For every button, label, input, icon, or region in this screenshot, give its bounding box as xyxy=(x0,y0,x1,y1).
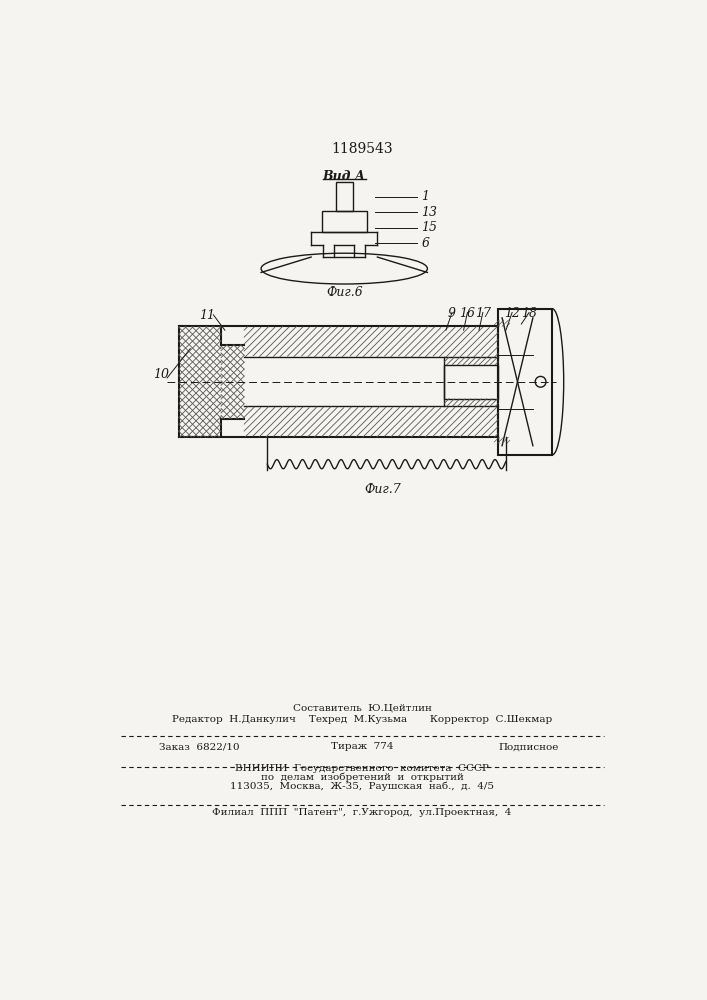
Text: 1: 1 xyxy=(421,190,429,204)
Text: 9: 9 xyxy=(448,307,456,320)
Text: Тираж  774: Тираж 774 xyxy=(331,742,393,751)
Text: Составитель  Ю.Цейтлин: Составитель Ю.Цейтлин xyxy=(293,704,431,713)
Text: 6: 6 xyxy=(421,237,429,250)
Text: 17: 17 xyxy=(475,307,491,320)
Text: 12: 12 xyxy=(504,307,520,320)
Text: по  делам  изобретений  и  открытий: по делам изобретений и открытий xyxy=(260,773,463,782)
Text: 15: 15 xyxy=(421,221,437,234)
Text: 1189543: 1189543 xyxy=(331,142,393,156)
Text: 113035,  Москва,  Ж-35,  Раушская  наб.,  д.  4/5: 113035, Москва, Ж-35, Раушская наб., д. … xyxy=(230,782,494,791)
Text: 16: 16 xyxy=(460,307,475,320)
Bar xyxy=(336,182,353,211)
Bar xyxy=(322,211,366,232)
Bar xyxy=(444,365,498,399)
Text: 13: 13 xyxy=(421,206,437,219)
Text: Подписное: Подписное xyxy=(499,742,559,751)
Text: 11: 11 xyxy=(199,309,215,322)
Text: Фиг.7: Фиг.7 xyxy=(364,483,401,496)
Text: Заказ  6822/10: Заказ 6822/10 xyxy=(160,742,240,751)
Text: 10: 10 xyxy=(153,368,169,381)
Text: Фиг.6: Фиг.6 xyxy=(326,286,363,299)
Bar xyxy=(498,309,552,455)
Text: ВНИИПИ  Государственного  комитета  СССР: ВНИИПИ Государственного комитета СССР xyxy=(235,764,489,773)
Text: Филиал  ППП  "Патент",  г.Ужгород,  ул.Проектная,  4: Филиал ППП "Патент", г.Ужгород, ул.Проек… xyxy=(212,808,512,817)
Text: Редактор  Н.Данкулич    Техред  М.Кузьма       Корректор  С.Шекмар: Редактор Н.Данкулич Техред М.Кузьма Корр… xyxy=(172,715,552,724)
Text: Вид А: Вид А xyxy=(322,170,366,183)
Text: 18: 18 xyxy=(521,307,537,320)
